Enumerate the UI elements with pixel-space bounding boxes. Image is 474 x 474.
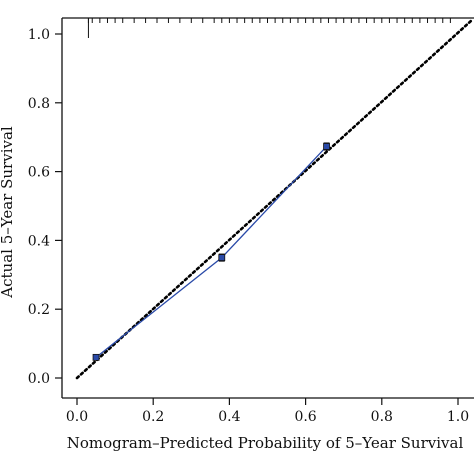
x-axis: 0.0 0.2 0.4 0.6 0.8 1.0 [66,398,469,425]
rug-marks [87,18,451,38]
x-tick-label-5: 1.0 [447,409,469,425]
x-tick-label-3: 0.6 [294,409,316,425]
x-tick-label-2: 0.4 [218,409,240,425]
y-tick-label-5: 1.0 [28,27,50,43]
x-tick-label-0: 0.0 [66,409,88,425]
y-tick-label-4: 0.8 [28,96,50,112]
x-tick-label-1: 0.2 [142,409,164,425]
x-tick-label-4: 0.8 [371,409,393,425]
calibration-series [92,142,330,361]
series-line-0 [95,146,328,358]
reference-line [75,18,474,380]
y-axis-title: Actual 5–Year Survival [0,126,16,299]
y-axis: 0.0 0.2 0.4 0.6 0.8 1.0 [28,27,62,387]
y-tick-label-3: 0.6 [28,165,50,181]
reference-line-group [75,18,474,380]
y-tick-label-2: 0.4 [28,233,50,249]
data-point-1 [218,254,226,262]
y-tick-label-0: 0.0 [28,371,50,387]
data-point-2 [323,143,330,150]
y-tick-label-1: 0.2 [28,302,50,318]
x-axis-title: Nomogram–Predicted Probability of 5–Year… [67,434,464,452]
data-point-0 [92,353,100,361]
